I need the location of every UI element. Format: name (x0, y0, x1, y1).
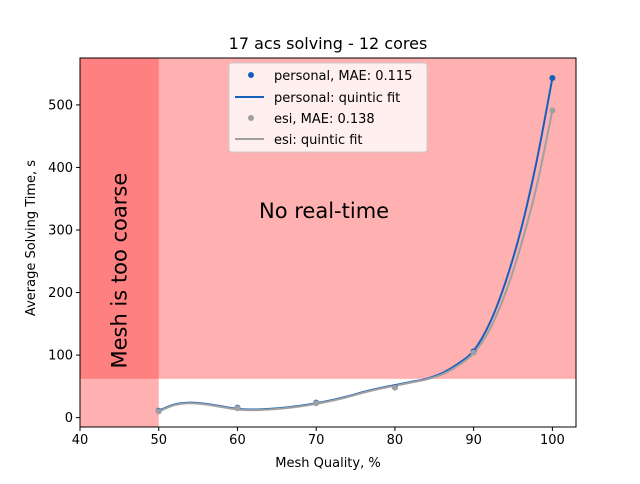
annotations: Mesh is too coarse No real-time (107, 173, 389, 369)
y-tick-label-300: 300 (48, 223, 73, 238)
x-tick-label-80: 80 (387, 433, 404, 448)
annotation-mesh-too-coarse: Mesh is too coarse (107, 173, 131, 369)
y-tick-label-200: 200 (48, 286, 73, 301)
data-point-1-0 (155, 408, 162, 415)
data-point-0-5 (549, 75, 556, 82)
plot-frame (79, 57, 577, 428)
annotation-no-real-time: No real-time (259, 199, 389, 223)
x-tick-label-40: 40 (72, 433, 89, 448)
y-axis-label: Average Solving Time, s (24, 160, 39, 316)
legend-entry-personal-points: personal, MAE: 0.115 (248, 69, 412, 84)
legend-entry-personal-fit: personal: quintic fit (235, 91, 400, 106)
x-tick-label-90: 90 (465, 433, 482, 448)
series-layer (155, 75, 556, 415)
data-point-1-2 (313, 400, 320, 407)
y-axis: 0 100 200 300 400 500 (48, 98, 80, 426)
y-tick-label-500: 500 (48, 98, 73, 113)
legend-label-personal-points: personal, MAE: 0.115 (274, 69, 412, 84)
legend-marker-esi-points (248, 115, 254, 121)
x-axis: 40 50 60 70 80 90 100 (72, 427, 565, 448)
y-tick-label-400: 400 (48, 161, 73, 176)
chart-title: 17 acs solving - 12 cores (229, 34, 428, 53)
x-axis-label: Mesh Quality, % (275, 456, 380, 471)
legend-entry-esi-points: esi, MAE: 0.138 (248, 112, 375, 127)
legend: personal, MAE: 0.115 personal: quintic f… (228, 62, 428, 153)
x-tick-label-100: 100 (540, 433, 565, 448)
data-point-1-5 (549, 107, 556, 114)
data-point-1-3 (391, 384, 398, 391)
legend-label-esi-fit: esi: quintic fit (274, 133, 363, 148)
legend-marker-personal-points (248, 72, 254, 78)
series-line-1 (158, 110, 554, 413)
data-point-1-4 (470, 349, 477, 356)
x-tick-label-60: 60 (229, 433, 246, 448)
y-tick-label-0: 0 (65, 411, 73, 426)
x-tick-label-50: 50 (150, 433, 167, 448)
shaded-region-2 (80, 58, 159, 379)
legend-box (228, 62, 428, 153)
legend-label-esi-points: esi, MAE: 0.138 (274, 112, 375, 127)
legend-entry-esi-fit: esi: quintic fit (235, 133, 363, 148)
legend-label-personal-fit: personal: quintic fit (274, 91, 400, 106)
y-tick-label-100: 100 (48, 349, 73, 364)
data-point-1-1 (234, 405, 241, 412)
shaded-region-1 (80, 378, 159, 427)
x-tick-label-70: 70 (308, 433, 325, 448)
